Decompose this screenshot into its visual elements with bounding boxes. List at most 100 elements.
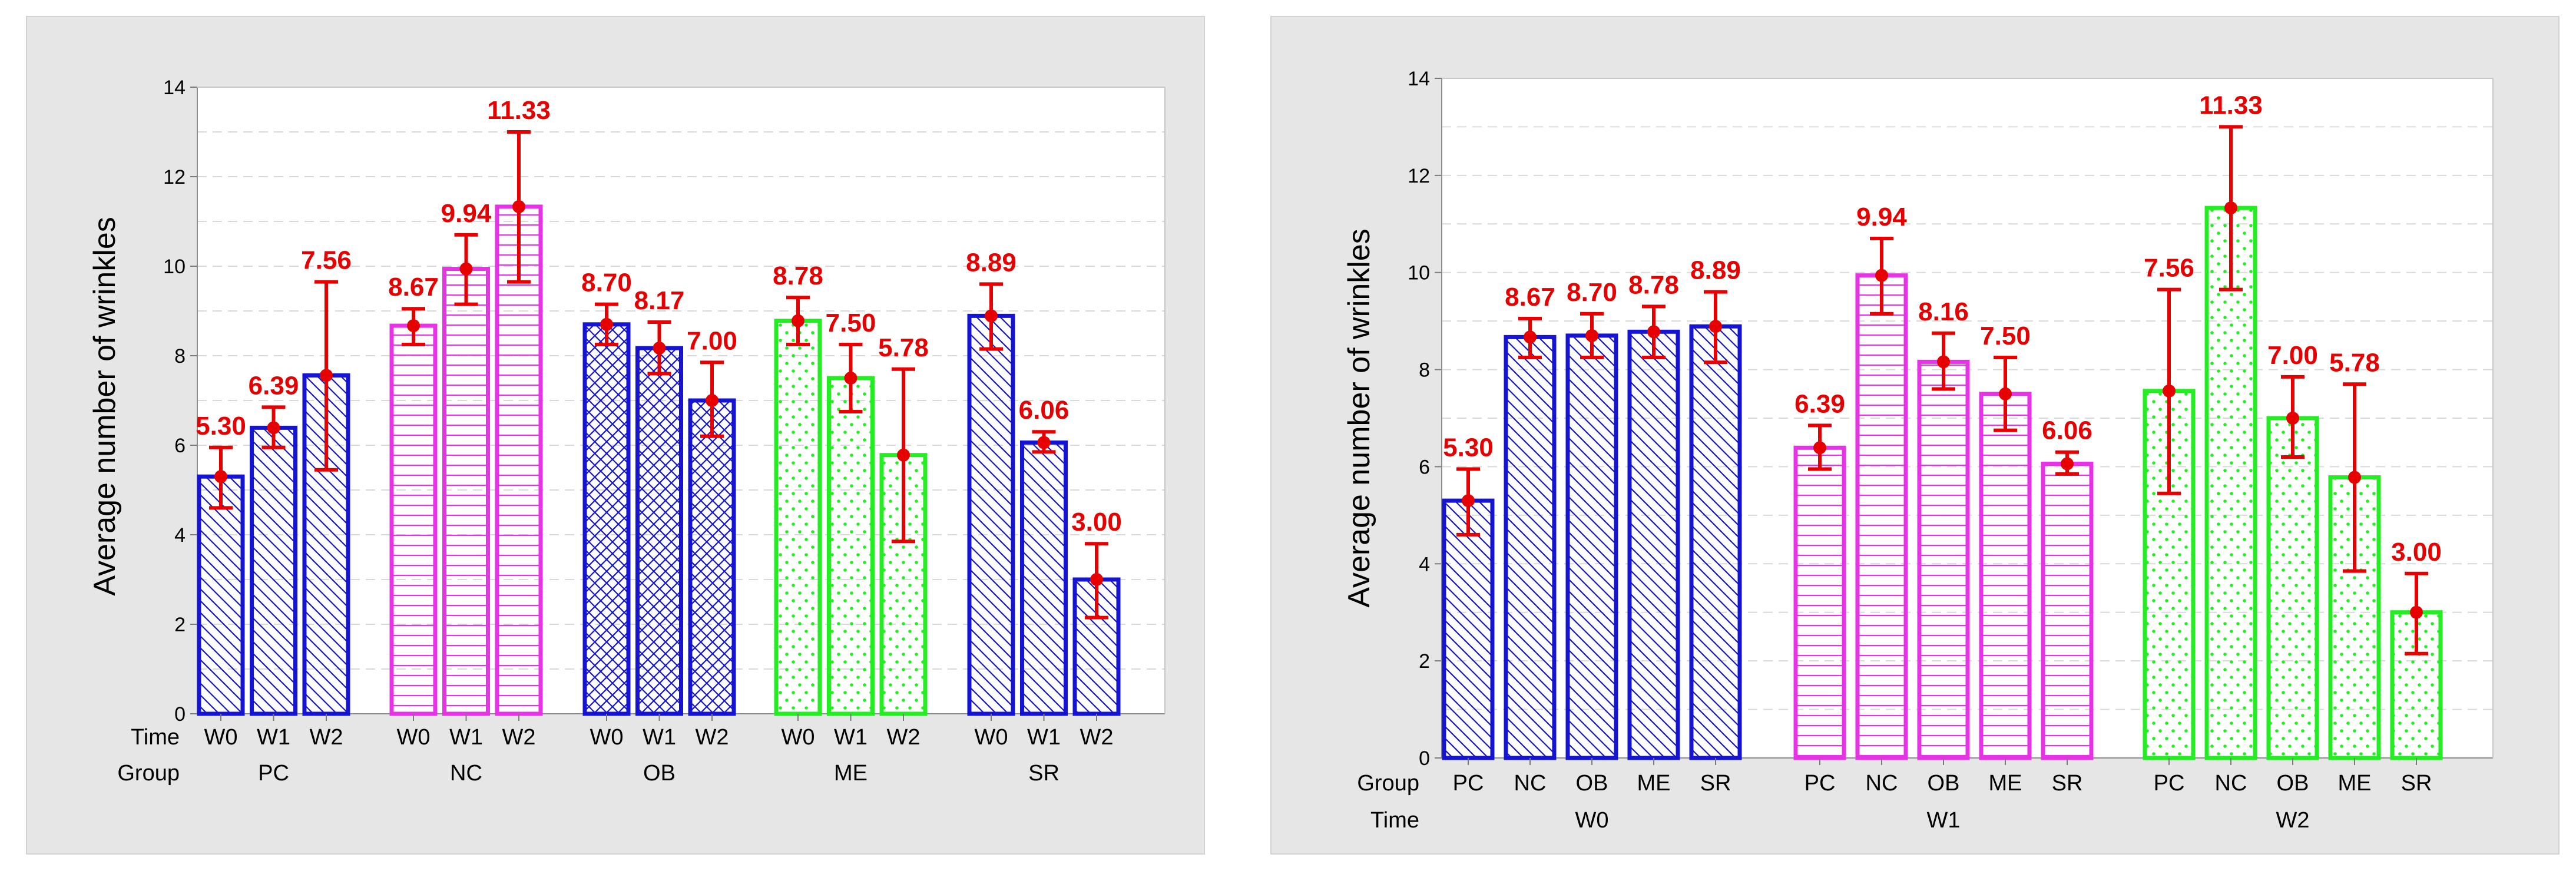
data-label: 8.67	[388, 273, 439, 302]
mean-point	[1524, 330, 1537, 344]
y-tick-label: 0	[1419, 747, 1430, 770]
bar	[774, 319, 822, 716]
y-tick-label: 4	[174, 524, 186, 547]
data-label: 8.70	[581, 269, 632, 297]
x-tick-label: PC	[1804, 771, 1836, 796]
data-label: 7.00	[2267, 341, 2318, 370]
x-tick-label: W0	[782, 725, 815, 750]
y-tick-label: 2	[174, 614, 186, 636]
mean-point	[2348, 471, 2361, 484]
x-tick-label: ME	[2338, 771, 2372, 796]
data-label: 8.78	[1628, 270, 1679, 299]
bar	[2041, 461, 2094, 760]
x-tick-label: NC	[1866, 771, 1898, 796]
mean-point	[267, 421, 280, 435]
mean-point	[653, 342, 666, 355]
mean-point	[214, 470, 227, 484]
mean-point	[512, 200, 525, 213]
bar	[1793, 445, 1846, 760]
chart-panel-right: 0 2 4 6 8 10 12 14 Average number of wrinkles Gro…	[1270, 16, 2560, 855]
x-tick-label: W1	[834, 725, 868, 750]
x-tick-label: OB	[2277, 771, 2309, 796]
data-label: 5.78	[2329, 348, 2380, 377]
x-tick-label: W1	[1027, 725, 1061, 750]
x-tick-label: ME	[1989, 771, 2022, 796]
bar	[389, 323, 438, 716]
bar	[1020, 440, 1068, 716]
mean-point	[1937, 355, 1950, 369]
mean-point	[1999, 387, 2012, 400]
y-tick-label: 6	[174, 435, 186, 457]
mean-point	[1090, 573, 1103, 586]
x-tick-label: W0	[397, 725, 431, 750]
chart-panel-left: 0 2 4 6 8 10 12 14 Average number of wrinkles Tim…	[26, 16, 1205, 855]
x-tick-label: W2	[1080, 725, 1114, 750]
row-label: Time	[1370, 808, 1419, 833]
mean-point	[1585, 329, 1598, 342]
mean-point	[897, 448, 910, 462]
mean-point	[459, 262, 473, 276]
mean-point	[792, 314, 804, 327]
data-label: 6.39	[249, 371, 299, 400]
y-tick-label: 10	[1408, 262, 1430, 284]
x-tick-label: W0	[204, 725, 238, 750]
x-tick-label: W0	[590, 725, 624, 750]
row-label: Time	[131, 725, 180, 750]
bar	[967, 313, 1015, 716]
y-tick-label: 8	[1419, 359, 1430, 382]
x-tick-label: ME	[1637, 771, 1671, 796]
mean-point	[2061, 457, 2074, 471]
group-label: W2	[2276, 808, 2310, 833]
y-axis-title: Average number of wrinkles	[1342, 229, 1376, 608]
mean-point	[1813, 441, 1826, 455]
y-tick-label: 8	[174, 345, 186, 367]
mean-point	[1462, 494, 1475, 508]
x-tick-label: SR	[2052, 771, 2083, 796]
mean-point	[1037, 436, 1051, 449]
data-label: 6.39	[1794, 389, 1845, 418]
bar	[827, 376, 875, 716]
x-tick-label: W1	[643, 725, 676, 750]
bar	[635, 346, 683, 716]
bar	[250, 425, 297, 716]
y-tick-label: 0	[174, 703, 186, 726]
x-tick-label: SR	[1700, 771, 1731, 796]
data-label: 6.06	[2042, 416, 2092, 445]
data-label: 5.30	[1443, 433, 1494, 462]
data-label: 7.50	[1980, 322, 2031, 350]
x-tick-label: W0	[975, 725, 1008, 750]
data-label: 8.89	[966, 248, 1017, 277]
mean-point	[706, 394, 719, 407]
data-label: 9.94	[1856, 203, 1907, 231]
data-label: 7.50	[826, 309, 876, 337]
x-tick-label: W1	[257, 725, 290, 750]
bar	[1917, 359, 1970, 760]
bar	[2266, 416, 2319, 760]
data-label: 8.70	[1567, 278, 1617, 307]
y-tick-label: 14	[163, 77, 186, 99]
bar	[1855, 273, 1908, 760]
y-axis-title: Average number of wrinkles	[88, 217, 122, 596]
y-tick-label: 12	[1408, 165, 1430, 187]
mean-point	[2286, 412, 2299, 425]
x-tick-label: NC	[1514, 771, 1547, 796]
group-label: NC	[450, 761, 482, 786]
mean-point	[600, 317, 613, 331]
data-label: 8.78	[773, 261, 823, 290]
bar	[1565, 333, 1618, 760]
y-tick-label: 12	[163, 166, 186, 188]
x-tick-label: W1	[449, 725, 483, 750]
bar	[1689, 324, 1742, 760]
data-label: 7.56	[2144, 254, 2194, 283]
data-label: 5.78	[878, 333, 929, 362]
data-label: 8.67	[1505, 283, 1555, 312]
y-tick-label: 4	[1419, 553, 1430, 575]
x-tick-label: W2	[502, 725, 536, 750]
x-tick-label: PC	[1453, 771, 1484, 796]
data-label: 7.56	[301, 246, 352, 275]
mean-point	[2410, 605, 2423, 619]
group-label: PC	[258, 761, 289, 786]
bar	[1504, 335, 1557, 760]
data-label: 8.17	[634, 286, 685, 315]
bar	[442, 267, 490, 716]
